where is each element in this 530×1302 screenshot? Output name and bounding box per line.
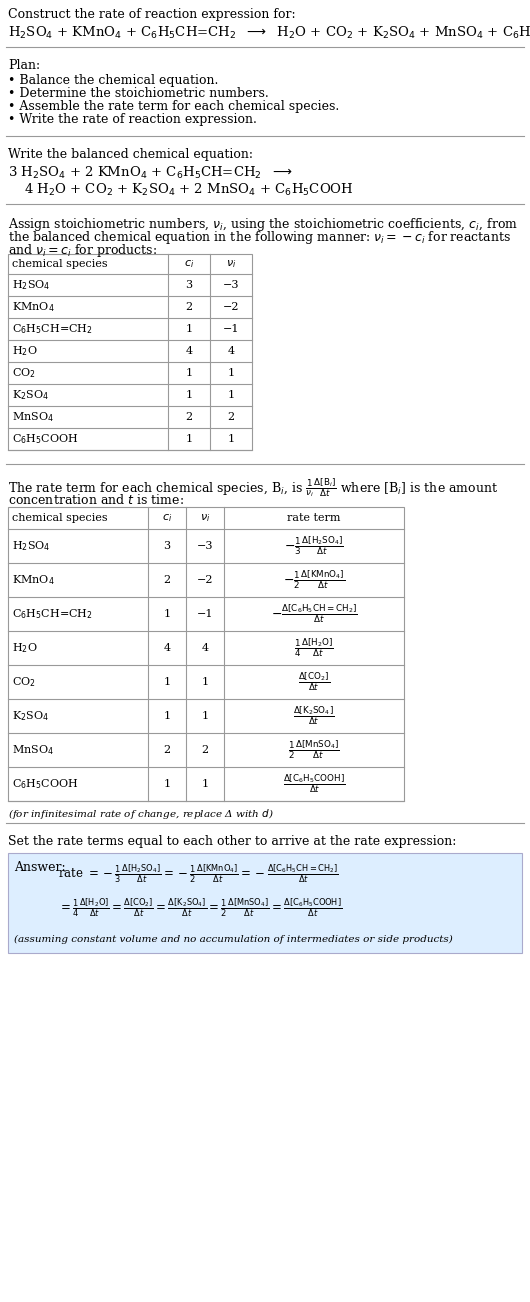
Bar: [8, 254, 252, 450]
Text: Set the rate terms equal to each other to arrive at the rate expression:: Set the rate terms equal to each other t…: [8, 835, 456, 848]
Text: $\frac{\Delta[\mathrm{CO_2}]}{\Delta t}$: $\frac{\Delta[\mathrm{CO_2}]}{\Delta t}$: [298, 671, 330, 694]
Text: KMnO$_4$: KMnO$_4$: [12, 299, 55, 314]
Text: 4: 4: [227, 346, 235, 355]
Text: CO$_2$: CO$_2$: [12, 366, 36, 380]
Text: −2: −2: [223, 302, 239, 312]
Text: Write the balanced chemical equation:: Write the balanced chemical equation:: [8, 148, 253, 161]
Text: The rate term for each chemical species, B$_i$, is $\frac{1}{\nu_i}\frac{\Delta[: The rate term for each chemical species,…: [8, 477, 498, 499]
Text: 3: 3: [163, 542, 171, 551]
Text: 4: 4: [201, 643, 209, 654]
Text: −1: −1: [223, 324, 239, 335]
Text: 3: 3: [186, 280, 192, 290]
Text: 2: 2: [163, 745, 171, 755]
Text: CO$_2$: CO$_2$: [12, 676, 36, 689]
Text: H$_2$SO$_4$: H$_2$SO$_4$: [12, 539, 50, 553]
Text: K$_2$SO$_4$: K$_2$SO$_4$: [12, 710, 49, 723]
Text: C$_6$H$_5$CH=CH$_2$: C$_6$H$_5$CH=CH$_2$: [12, 607, 93, 621]
Text: • Assemble the rate term for each chemical species.: • Assemble the rate term for each chemic…: [8, 100, 339, 113]
FancyBboxPatch shape: [8, 853, 522, 953]
Text: $= \frac{1}{4}\frac{\Delta[\mathrm{H_2O}]}{\Delta t} = \frac{\Delta[\mathrm{CO_2: $= \frac{1}{4}\frac{\Delta[\mathrm{H_2O}…: [58, 897, 342, 919]
Text: −1: −1: [197, 609, 213, 618]
Text: $\frac{\Delta[\mathrm{C_6H_5COOH}]}{\Delta t}$: $\frac{\Delta[\mathrm{C_6H_5COOH}]}{\Del…: [283, 772, 345, 796]
Text: chemical species: chemical species: [12, 513, 108, 523]
Text: rate $= -\frac{1}{3}\frac{\Delta[\mathrm{H_2SO_4}]}{\Delta t} = -\frac{1}{2}\fra: rate $= -\frac{1}{3}\frac{\Delta[\mathrm…: [58, 863, 339, 885]
Text: (assuming constant volume and no accumulation of intermediates or side products): (assuming constant volume and no accumul…: [14, 935, 453, 944]
Text: $c_i$: $c_i$: [184, 258, 194, 270]
Text: 1: 1: [163, 677, 171, 687]
Text: 3 H$_2$SO$_4$ + 2 KMnO$_4$ + C$_6$H$_5$CH=CH$_2$  $\longrightarrow$: 3 H$_2$SO$_4$ + 2 KMnO$_4$ + C$_6$H$_5$C…: [8, 165, 293, 181]
Text: 2: 2: [186, 302, 192, 312]
Text: $\nu_i$: $\nu_i$: [200, 512, 210, 523]
Text: 1: 1: [163, 779, 171, 789]
Text: rate term: rate term: [287, 513, 341, 523]
Text: 1: 1: [201, 779, 209, 789]
Text: and $\nu_i = c_i$ for products:: and $\nu_i = c_i$ for products:: [8, 242, 157, 259]
Text: 1: 1: [227, 391, 235, 400]
Text: 4: 4: [163, 643, 171, 654]
Text: 1: 1: [186, 391, 192, 400]
Text: $\frac{1}{2}\frac{\Delta[\mathrm{MnSO_4}]}{\Delta t}$: $\frac{1}{2}\frac{\Delta[\mathrm{MnSO_4}…: [288, 738, 340, 762]
Text: • Balance the chemical equation.: • Balance the chemical equation.: [8, 74, 218, 87]
Text: 4: 4: [186, 346, 192, 355]
Text: (for infinitesimal rate of change, replace Δ with $d$): (for infinitesimal rate of change, repla…: [8, 807, 274, 822]
Text: 1: 1: [201, 711, 209, 721]
Text: −2: −2: [197, 575, 213, 585]
Text: 1: 1: [201, 677, 209, 687]
Text: H$_2$O: H$_2$O: [12, 344, 38, 358]
Text: $\frac{1}{4}\frac{\Delta[\mathrm{H_2O}]}{\Delta t}$: $\frac{1}{4}\frac{\Delta[\mathrm{H_2O}]}…: [294, 637, 334, 659]
Text: 1: 1: [163, 711, 171, 721]
Text: H$_2$O: H$_2$O: [12, 641, 38, 655]
Text: chemical species: chemical species: [12, 259, 108, 270]
Text: MnSO$_4$: MnSO$_4$: [12, 743, 54, 756]
Text: • Determine the stoichiometric numbers.: • Determine the stoichiometric numbers.: [8, 87, 269, 100]
Text: 2: 2: [201, 745, 209, 755]
Text: K$_2$SO$_4$: K$_2$SO$_4$: [12, 388, 49, 402]
Text: 2: 2: [186, 411, 192, 422]
Text: −3: −3: [223, 280, 239, 290]
Text: 2: 2: [227, 411, 235, 422]
Text: Answer:: Answer:: [14, 861, 66, 874]
Text: 1: 1: [227, 434, 235, 444]
Text: −3: −3: [197, 542, 213, 551]
Text: Plan:: Plan:: [8, 59, 40, 72]
Text: $-\frac{1}{3}\frac{\Delta[\mathrm{H_2SO_4}]}{\Delta t}$: $-\frac{1}{3}\frac{\Delta[\mathrm{H_2SO_…: [284, 535, 344, 557]
Text: 1: 1: [186, 324, 192, 335]
Text: the balanced chemical equation in the following manner: $\nu_i = -c_i$ for react: the balanced chemical equation in the fo…: [8, 229, 511, 246]
Text: $\nu_i$: $\nu_i$: [226, 258, 236, 270]
Text: 4 H$_2$O + CO$_2$ + K$_2$SO$_4$ + 2 MnSO$_4$ + C$_6$H$_5$COOH: 4 H$_2$O + CO$_2$ + K$_2$SO$_4$ + 2 MnSO…: [24, 182, 354, 198]
Text: $c_i$: $c_i$: [162, 512, 172, 523]
Text: C$_6$H$_5$COOH: C$_6$H$_5$COOH: [12, 777, 79, 790]
Text: 1: 1: [186, 368, 192, 378]
Text: $-\frac{1}{2}\frac{\Delta[\mathrm{KMnO_4}]}{\Delta t}$: $-\frac{1}{2}\frac{\Delta[\mathrm{KMnO_4…: [283, 569, 345, 591]
Text: Assign stoichiometric numbers, $\nu_i$, using the stoichiometric coefficients, $: Assign stoichiometric numbers, $\nu_i$, …: [8, 216, 518, 233]
Text: 1: 1: [227, 368, 235, 378]
Bar: [8, 506, 404, 801]
Text: MnSO$_4$: MnSO$_4$: [12, 410, 54, 424]
Text: H$_2$SO$_4$ + KMnO$_4$ + C$_6$H$_5$CH=CH$_2$  $\longrightarrow$  H$_2$O + CO$_2$: H$_2$SO$_4$ + KMnO$_4$ + C$_6$H$_5$CH=CH…: [8, 25, 530, 42]
Text: 1: 1: [186, 434, 192, 444]
Text: C$_6$H$_5$CH=CH$_2$: C$_6$H$_5$CH=CH$_2$: [12, 322, 93, 336]
Text: concentration and $t$ is time:: concentration and $t$ is time:: [8, 493, 184, 506]
Text: $\frac{\Delta[\mathrm{K_2SO_4}]}{\Delta t}$: $\frac{\Delta[\mathrm{K_2SO_4}]}{\Delta …: [293, 704, 335, 728]
Text: 1: 1: [163, 609, 171, 618]
Text: • Write the rate of reaction expression.: • Write the rate of reaction expression.: [8, 113, 257, 126]
Text: $-\frac{\Delta[\mathrm{C_6H_5CH{=}CH_2}]}{\Delta t}$: $-\frac{\Delta[\mathrm{C_6H_5CH{=}CH_2}]…: [271, 603, 357, 625]
Text: KMnO$_4$: KMnO$_4$: [12, 573, 55, 587]
Text: 2: 2: [163, 575, 171, 585]
Text: C$_6$H$_5$COOH: C$_6$H$_5$COOH: [12, 432, 79, 445]
Text: Construct the rate of reaction expression for:: Construct the rate of reaction expressio…: [8, 8, 296, 21]
Text: H$_2$SO$_4$: H$_2$SO$_4$: [12, 279, 50, 292]
